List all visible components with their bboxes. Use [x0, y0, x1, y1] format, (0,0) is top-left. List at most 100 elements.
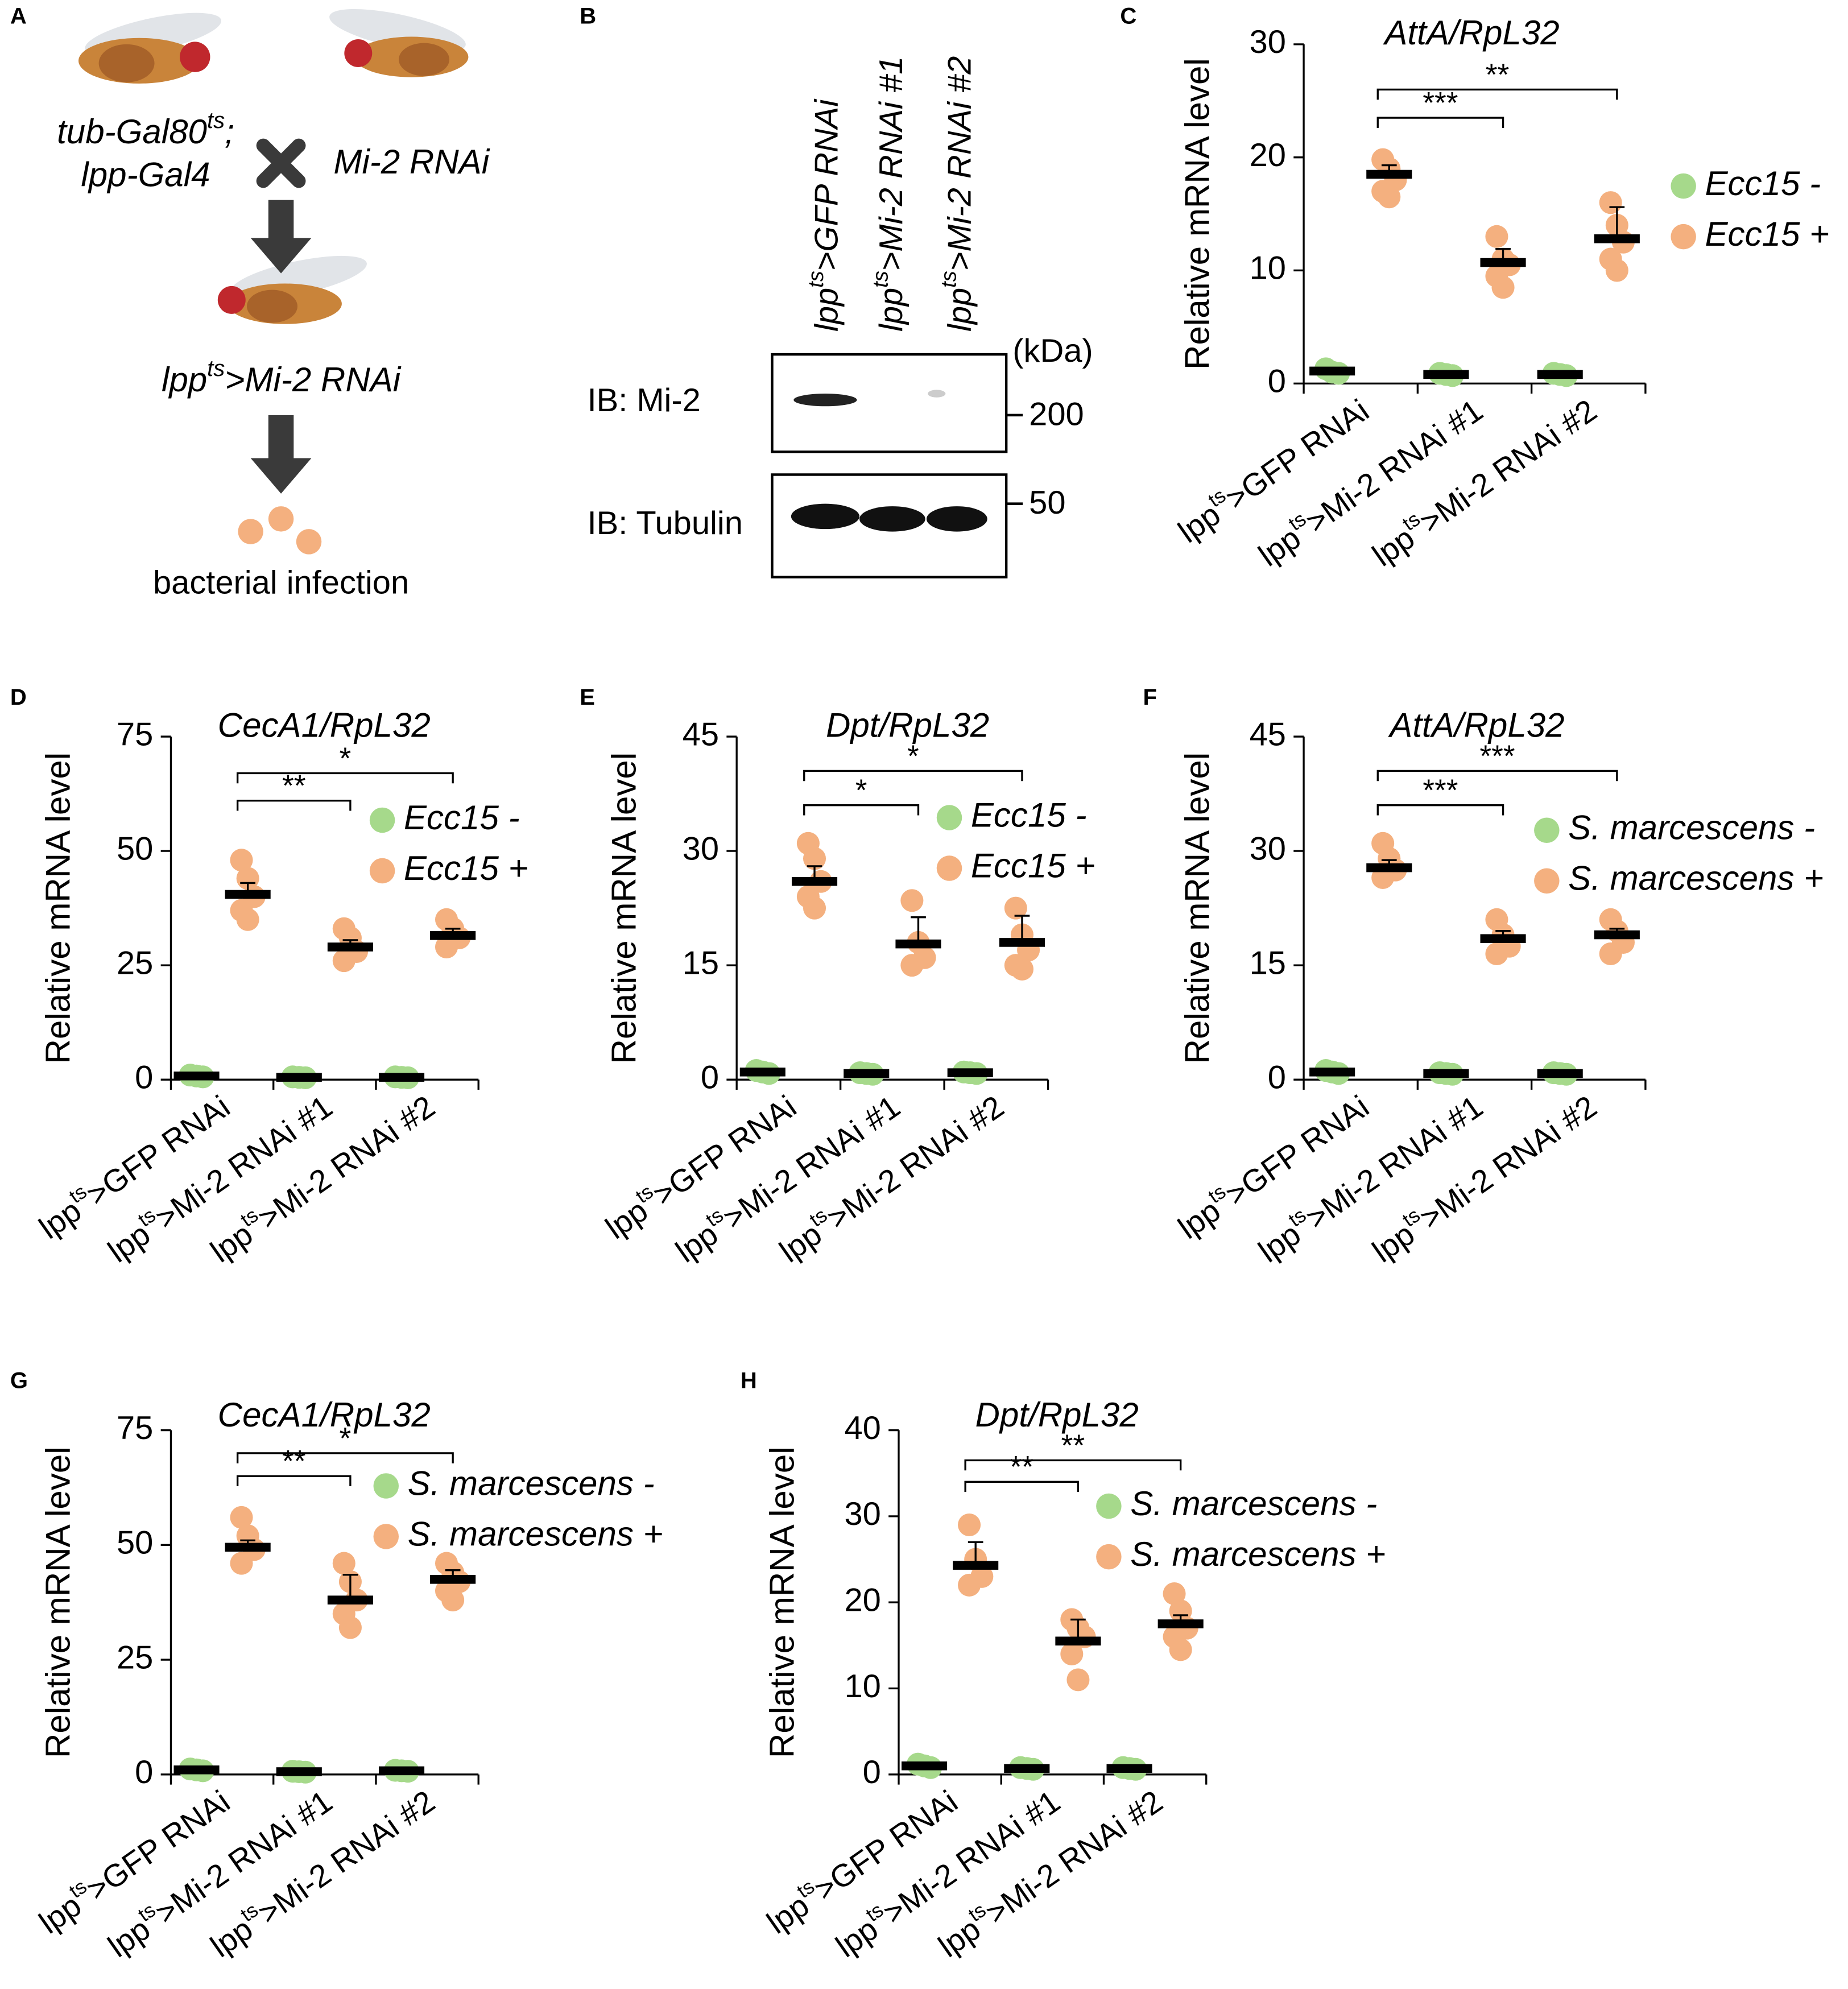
data-point	[900, 889, 924, 912]
data-point	[1599, 942, 1622, 966]
mean-bar	[1423, 1069, 1469, 1078]
mean-bar	[947, 1068, 993, 1077]
y-tick-label: 25	[117, 945, 153, 981]
mean-bar	[1055, 1636, 1101, 1646]
mean-bar	[1366, 169, 1412, 179]
legend-label: S. marcescens -	[1130, 1484, 1377, 1523]
lane-label: lppts>Mi-2 RNAi #2	[937, 56, 978, 332]
text-part: lpp	[942, 288, 978, 332]
legend-marker	[1534, 868, 1560, 894]
mean-bar	[739, 1067, 785, 1077]
panel-label: D	[10, 685, 27, 710]
y-tick-label: 30	[1250, 830, 1286, 867]
significance-label: ***	[1423, 86, 1458, 120]
legend-marker	[1096, 1493, 1122, 1519]
data-point	[803, 896, 826, 920]
panel-label: A	[10, 4, 27, 29]
mean-bar	[327, 1595, 373, 1605]
significance-bracket	[236, 800, 352, 811]
legend-marker	[1534, 817, 1560, 843]
significance-bracket	[1376, 88, 1618, 100]
lane-label: lppts>Mi-2 RNAi #1	[869, 56, 909, 332]
chart-title: CecA1/RpL32	[218, 1396, 431, 1434]
y-tick-label: 0	[1268, 1059, 1286, 1095]
data-point	[1066, 1668, 1090, 1692]
mean-bar	[1537, 370, 1583, 379]
data-point	[236, 867, 259, 890]
cross-symbol	[256, 138, 306, 188]
y-axis-label: Relative mRNA level	[1178, 752, 1216, 1064]
mean-bar	[1480, 934, 1526, 944]
legend-marker	[936, 855, 962, 881]
legend-label: Ecc15 -	[971, 796, 1087, 834]
mean-bar	[173, 1071, 220, 1081]
legend-marker	[369, 807, 395, 833]
y-tick-label: 50	[117, 1525, 153, 1561]
y-tick-label: 20	[844, 1582, 880, 1618]
data-point	[230, 1506, 253, 1529]
y-tick-label: 75	[117, 1410, 153, 1446]
superscript: ts	[804, 271, 828, 288]
data-point	[236, 908, 259, 931]
legend-label: Ecc15 -	[404, 799, 520, 837]
significance-label: *	[339, 742, 351, 775]
mean-bar	[276, 1767, 322, 1776]
row-label: IB: Mi-2	[588, 382, 701, 419]
mean-bar	[791, 876, 838, 886]
band	[928, 390, 946, 398]
mean-bar	[1004, 1764, 1050, 1773]
text-part: tub-Gal80	[57, 113, 207, 151]
y-tick-label: 75	[117, 716, 153, 752]
significance-bracket	[964, 1459, 1182, 1471]
y-tick-label: 25	[117, 1639, 153, 1676]
legend-marker	[373, 1473, 399, 1499]
data-point	[1060, 1642, 1084, 1666]
y-tick-label: 45	[1250, 716, 1286, 752]
text-part: >Mi-2 RNAi #1	[873, 56, 909, 271]
mean-bar	[1423, 370, 1469, 379]
significance-bracket	[236, 1452, 454, 1463]
mean-bar	[895, 939, 941, 949]
data-point	[1163, 1582, 1186, 1606]
y-axis-label: Relative mRNA level	[39, 752, 77, 1064]
y-tick-label: 20	[1250, 137, 1286, 173]
arrow	[250, 200, 312, 274]
y-tick-label: 40	[844, 1410, 880, 1446]
data-point	[435, 935, 458, 958]
bacterium	[268, 506, 294, 532]
genotype: Mi-2 RNAi	[333, 143, 490, 181]
significance-label: **	[1486, 58, 1510, 92]
chart-title: AttA/RpL32	[1388, 706, 1564, 744]
significance-label: ***	[1479, 739, 1515, 773]
panel-label: G	[10, 1368, 28, 1393]
legend-marker	[1671, 173, 1696, 199]
bacterium	[238, 519, 263, 544]
mean-bar	[1309, 366, 1355, 376]
significance-label: *	[855, 774, 867, 808]
error-bar	[1014, 915, 1030, 942]
legend-label: S. marcescens +	[1130, 1535, 1386, 1573]
band	[859, 506, 925, 532]
data-point	[958, 1513, 981, 1537]
mean-bar	[378, 1073, 425, 1082]
mean-bar	[1366, 863, 1412, 872]
legend-label: Ecc15 -	[1705, 164, 1821, 202]
genotype: lpp-Gal4	[81, 155, 210, 193]
significance-bracket	[236, 772, 454, 784]
significance-bracket	[1376, 117, 1504, 128]
significance-bracket	[803, 770, 1023, 781]
chart-title: Dpt/RpL32	[826, 706, 989, 744]
mean-bar	[1309, 1067, 1355, 1077]
y-tick-label: 0	[135, 1754, 153, 1790]
legend-label: S. marcescens -	[1568, 809, 1815, 847]
mean-bar	[1157, 1619, 1204, 1628]
data-point	[1010, 957, 1033, 981]
significance-bracket	[964, 1481, 1080, 1492]
text-part: lpp	[162, 361, 207, 399]
marker-label: 200	[1029, 396, 1084, 432]
mean-bar	[1106, 1764, 1152, 1773]
y-tick-label: 0	[701, 1059, 719, 1095]
y-tick-label: 50	[117, 830, 153, 867]
data-point	[1491, 276, 1515, 299]
